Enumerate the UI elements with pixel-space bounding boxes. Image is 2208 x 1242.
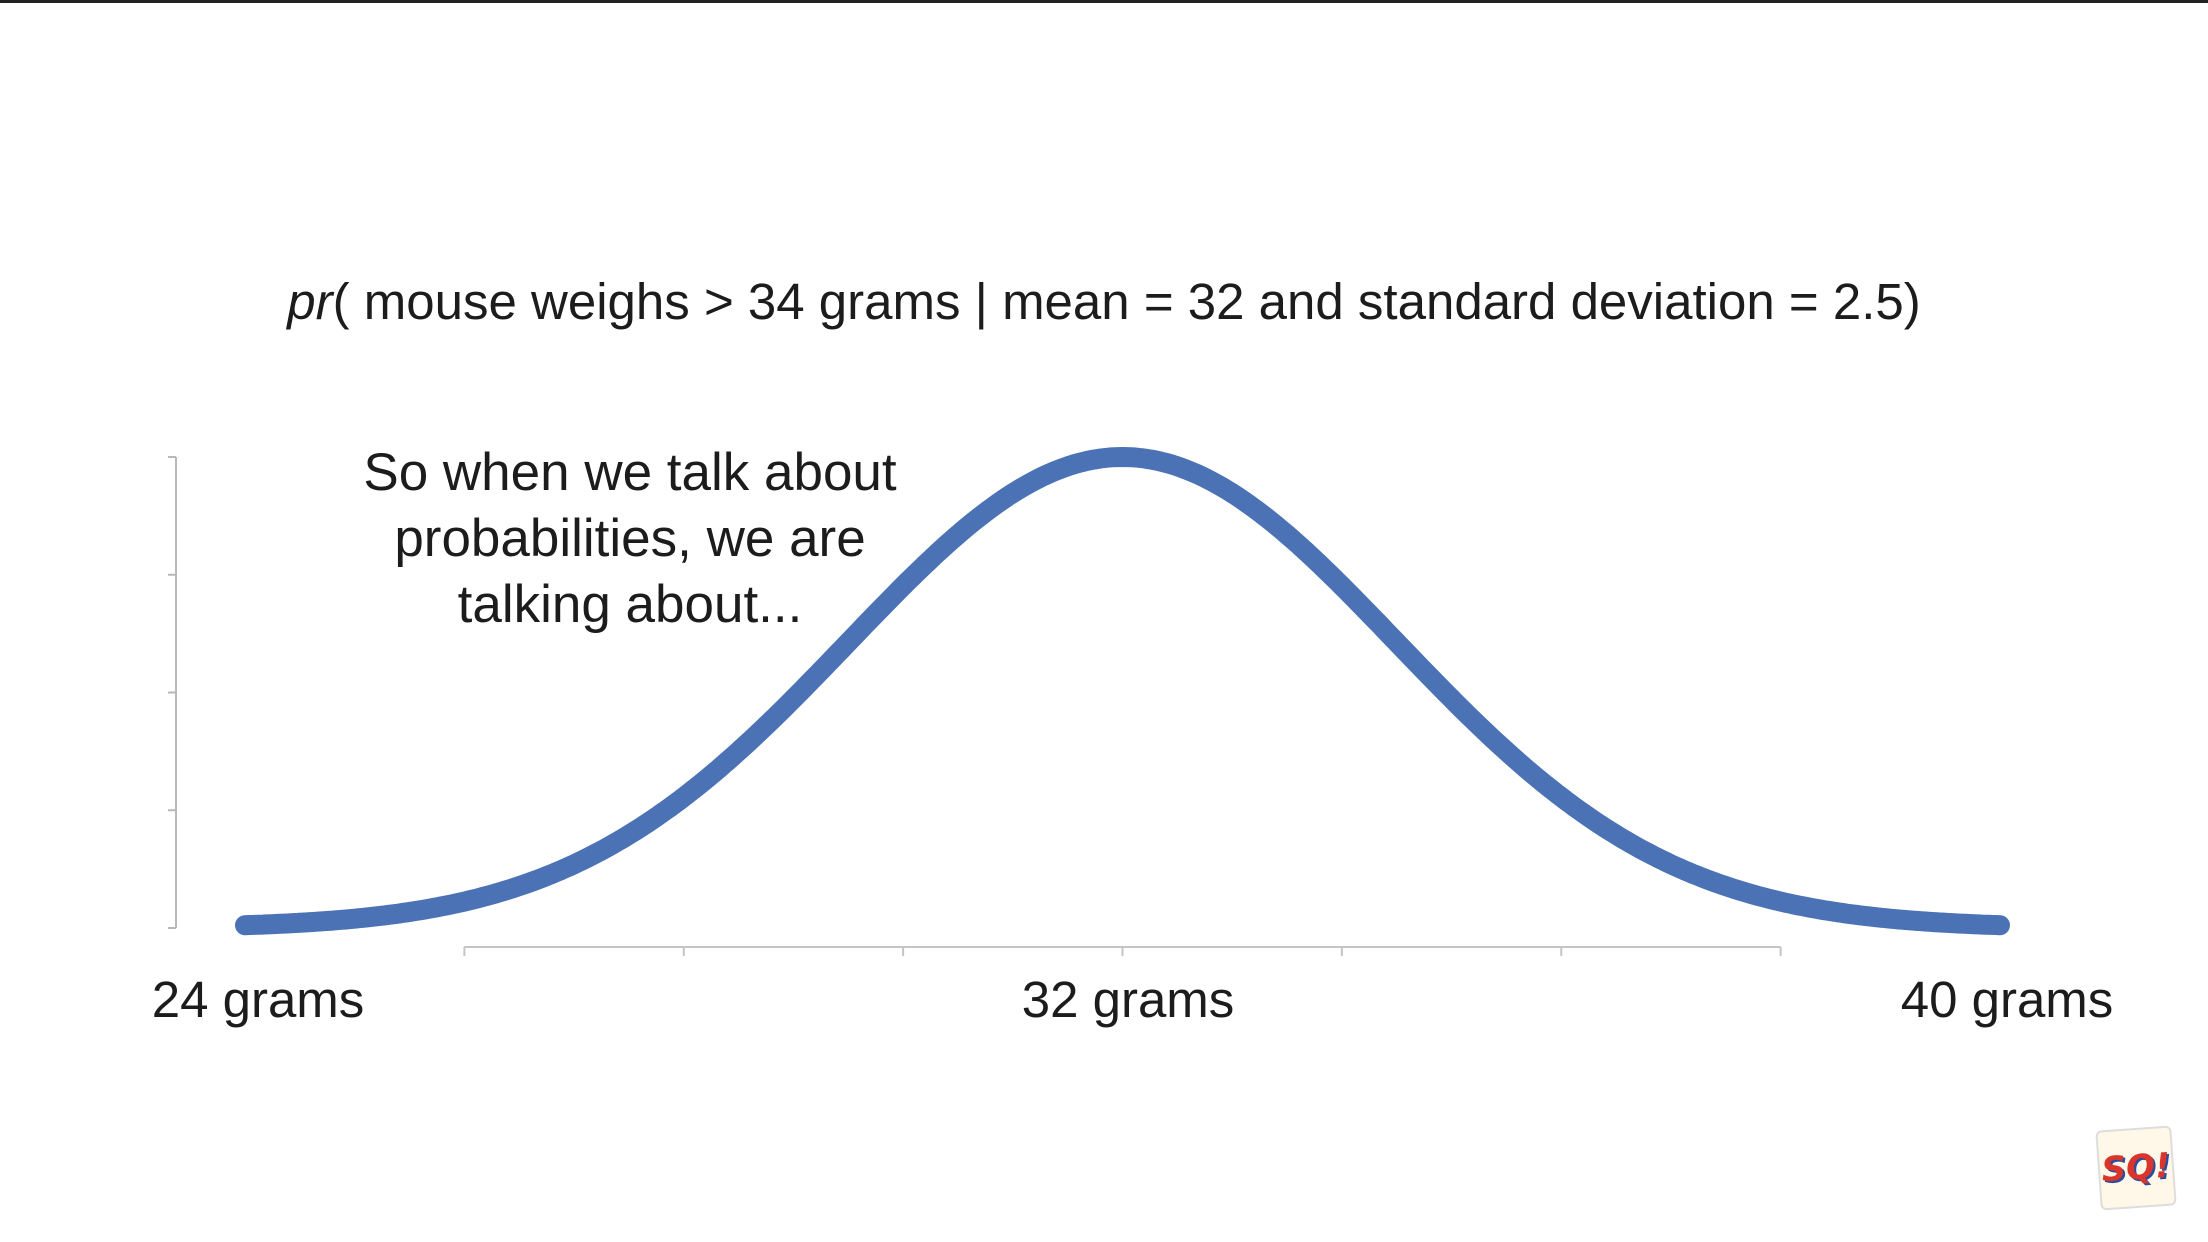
normal-curve-line bbox=[235, 447, 2010, 936]
title-prefix: pr bbox=[287, 273, 333, 330]
annotation-text: So when we talk about probabilities, we … bbox=[290, 440, 970, 638]
x-tick-label: 24 grams bbox=[151, 971, 365, 1028]
logo-text: SQ! bbox=[2100, 1145, 2172, 1191]
chart-title: pr( mouse weighs > 34 grams | mean = 32 … bbox=[0, 272, 2208, 331]
x-tick-label: 32 grams bbox=[1021, 971, 1235, 1028]
annotation-line: So when we talk about bbox=[363, 443, 897, 502]
top-border bbox=[0, 0, 2208, 3]
annotation-line: talking about... bbox=[457, 575, 803, 634]
channel-logo: SQ! bbox=[2095, 1125, 2177, 1211]
x-tick-label: 40 grams bbox=[1900, 971, 2114, 1028]
annotation-line: probabilities, we are bbox=[394, 509, 866, 568]
title-text: ( mouse weighs > 34 grams | mean = 32 an… bbox=[332, 273, 1921, 330]
